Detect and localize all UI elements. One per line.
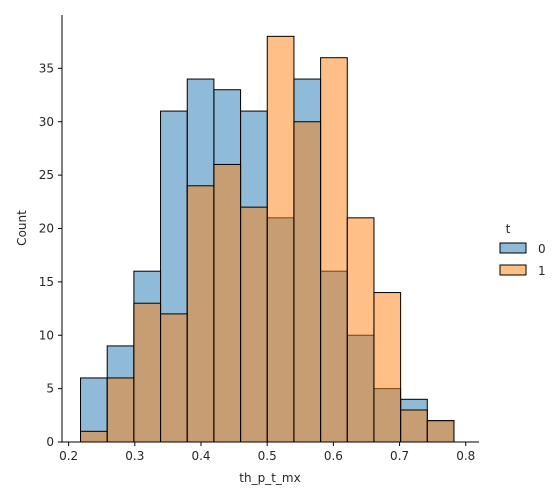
x-tick-label: 0.3 (125, 449, 144, 463)
bar-series-1-bin-11 (373, 292, 402, 443)
bar-series-1-bin-13 (426, 420, 455, 443)
axes-layer: 0.2 0.3 0.4 0.5 0.6 0.7 0.8 0 5 10 15 20 25 30 35 (39, 15, 479, 463)
x-tick-label: 0.5 (258, 449, 277, 463)
bar-series-1-bin-7 (266, 35, 295, 443)
bar-series-1-bin-1 (106, 377, 135, 443)
y-tick-label: 0 (46, 435, 54, 449)
bar-series-1-bin-12 (400, 409, 428, 443)
legend-label-0: 0 (538, 242, 546, 256)
legend-swatch-0 (499, 242, 527, 254)
x-tick-label: 0.7 (390, 449, 409, 463)
bar-series-1-bin-3 (160, 313, 188, 443)
legend-title: t (506, 222, 511, 236)
bar-series-1-bin-9 (320, 57, 348, 443)
bar-series-1-bin-8 (293, 121, 322, 443)
bar-series-1-bin-10 (346, 217, 375, 443)
legend-label-1: 1 (538, 264, 546, 278)
bar-series-1-bin-2 (133, 302, 162, 443)
y-tick-label: 5 (46, 382, 54, 396)
bar-series-1-bin-4 (186, 185, 215, 443)
x-tick-label: 0.4 (191, 449, 210, 463)
y-tick-label: 15 (39, 275, 54, 289)
x-tick-label: 0.2 (59, 449, 78, 463)
legend-swatch-1 (499, 264, 527, 276)
bar-series-1-bin-6 (240, 206, 268, 443)
bars-layer (80, 35, 455, 443)
y-tick-label: 10 (39, 328, 54, 342)
x-tick-label: 0.6 (324, 449, 343, 463)
y-tick-label: 35 (39, 61, 54, 75)
bar-series-1-bin-0 (80, 430, 108, 443)
x-tick-label: 0.8 (456, 449, 475, 463)
x-axis-label: th_p_t_mx (239, 471, 300, 485)
bar-series-1-bin-5 (213, 163, 242, 443)
y-tick-label: 25 (39, 168, 54, 182)
y-tick-label: 20 (39, 222, 54, 236)
y-axis-label: Count (15, 210, 29, 246)
y-tick-label: 30 (39, 115, 54, 129)
legend: t 0 1 (499, 222, 546, 278)
